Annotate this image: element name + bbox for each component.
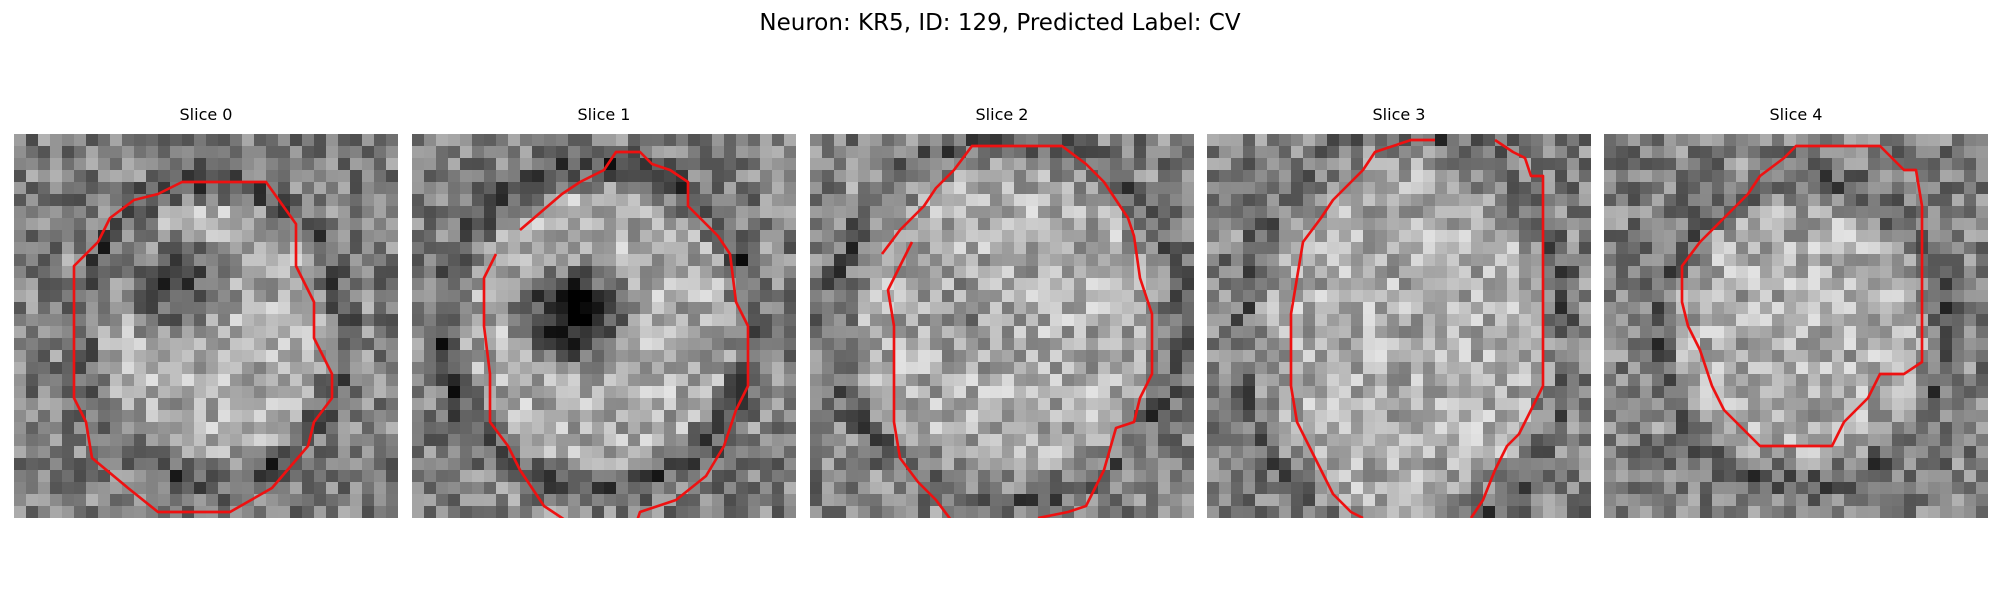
slice-title-4: Slice 4 [1769,105,1823,124]
cell-outline-4 [1680,144,1924,448]
slice-panel-2: Slice 2 [809,105,1195,518]
slice-pixels-3 [1207,134,1591,518]
cell-outline-1-b [482,253,565,518]
cell-outline-1 [519,150,750,518]
cell-outline-2 [880,144,1154,518]
slice-title-1: Slice 1 [577,105,631,124]
slice-pixels-2 [810,134,1194,518]
slice-image-3 [1207,134,1591,518]
slice-image-2 [810,134,1194,518]
cell-outline-3-c [1289,277,1364,518]
figure-title: Neuron: KR5, ID: 129, Predicted Label: C… [759,10,1241,36]
slice-panel-0: Slice 0 [13,105,399,518]
slice-panel-1: Slice 1 [411,105,797,518]
cell-outline-3-b [1469,138,1545,518]
slice-title-3: Slice 3 [1372,105,1426,124]
slice-pixels-1 [412,134,796,518]
cell-outline-0 [72,180,334,514]
cell-outline-2-b [886,241,952,518]
slice-panel-4: Slice 4 [1603,105,1989,518]
slice-image-1 [412,134,796,518]
slice-image-0 [14,134,398,518]
cell-outline-3 [1295,138,1435,279]
slice-pixels-4 [1604,134,1988,518]
slice-pixels-0 [14,134,398,518]
slice-panel-3: Slice 3 [1206,105,1592,518]
slice-title-2: Slice 2 [975,105,1029,124]
slice-title-0: Slice 0 [179,105,233,124]
slice-image-4 [1604,134,1988,518]
